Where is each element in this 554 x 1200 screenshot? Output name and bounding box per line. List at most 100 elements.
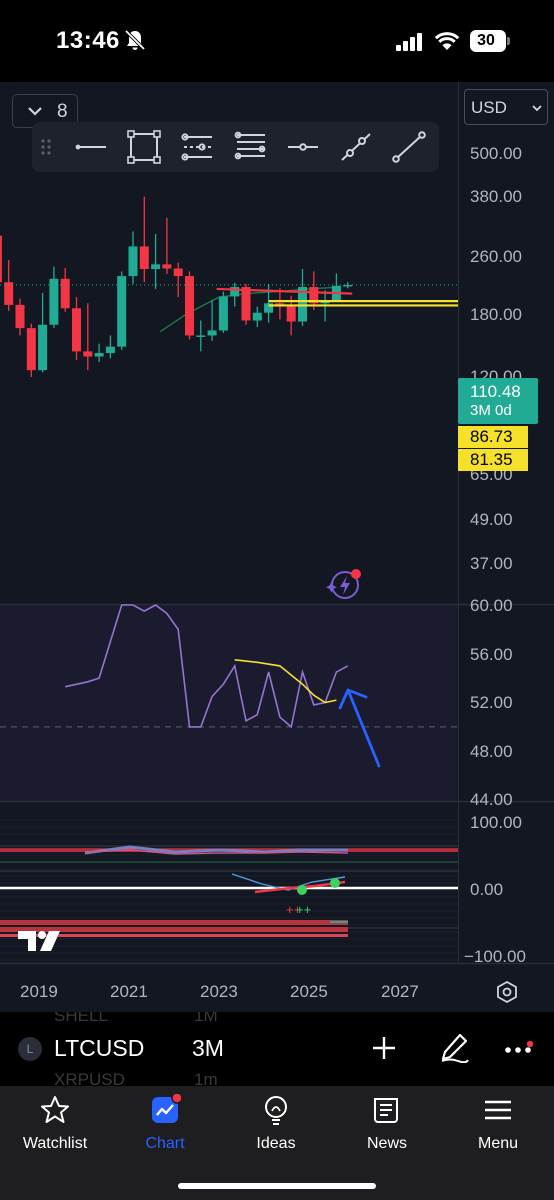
ghost-symbol-above: SHELL [54,1012,108,1025]
tab-watchlist[interactable]: Watchlist [5,1092,105,1162]
tab-bar: Watchlist Chart Ideas News Menu [0,1086,554,1200]
status-time: 13:46 [56,27,120,54]
candle-body [49,278,59,325]
status-bar: 13:46 30 [0,0,554,82]
trend-angle-icon [341,133,371,161]
rsi-axis-label: 52.00 [470,693,513,712]
parallel-channel-icon [181,133,212,161]
time-axis-label: 2025 [290,982,328,1001]
oscillator-band [0,934,348,937]
price-axis-label: 180.00 [470,305,522,324]
horizontal-line-tool[interactable] [72,129,110,165]
tradingview-logo-icon [18,931,60,951]
price-axis-label: 260.00 [470,247,522,266]
chevron-down-icon [532,105,542,112]
symbol-selector[interactable]: LTCUSD [54,1035,145,1061]
tab-ideas[interactable]: Ideas [226,1092,326,1162]
battery-level: 30 [477,32,495,49]
price-axis-label: 500.00 [470,144,522,163]
candle-body [241,287,251,321]
tab-label: Menu [477,1135,519,1152]
level-tag-lower: 81.35 [458,449,528,471]
rsi-pane [0,605,458,801]
price-axis-label: 380.00 [470,187,522,206]
currency-label: USD [471,98,507,117]
oscillator-line [84,845,348,855]
oscillator-axis-label: 100.00 [470,813,522,832]
plus-icon[interactable] [370,1034,398,1062]
pen-icon[interactable] [438,1031,470,1063]
tab-label: Ideas [256,1135,296,1152]
candle-body [117,276,127,347]
currency-select[interactable]: USD [464,89,548,125]
candle-body [343,284,353,287]
chart-canvas[interactable]: ++++ [0,82,554,1012]
indicator-count: 8 [57,101,68,122]
battery-icon: 30 [470,30,506,52]
star-icon [41,1096,69,1123]
candle-body [230,287,240,297]
fib-retracement-icon [234,131,266,160]
time-axis-label: 2021 [110,982,148,1001]
chart-area[interactable]: ++ ++ [0,82,554,1012]
fib-retracement-tool[interactable] [231,129,269,165]
cross-dot [297,885,307,895]
candle-body [196,335,206,337]
candle-body [128,246,138,277]
price-axis-label: 49.00 [470,510,513,529]
chevron-down-icon [28,107,42,116]
hamburger-icon [485,1100,511,1120]
cross-dot [330,878,340,888]
horizontal-ray-tool[interactable] [284,129,322,165]
oscillator-axis-label: 0.00 [470,880,504,899]
tab-menu[interactable]: Menu [448,1092,548,1162]
trend-line [216,287,353,295]
ghost-interval-below: 1m [194,1070,218,1086]
signal-icon [396,33,422,51]
candle-body [185,276,194,336]
candle-body [4,282,14,305]
candle-body [60,278,70,309]
drag-handle[interactable] [38,129,76,165]
candle-body [139,246,149,269]
rsi-line [65,604,349,729]
battery-cap [507,37,510,45]
candle-body [15,304,25,329]
chart-icon [152,1094,181,1123]
plus-marker: ++ [286,902,301,917]
candle-body [151,264,161,269]
horizontal-line-icon [75,144,106,150]
tab-news[interactable]: News [337,1092,437,1162]
more-dots-icon[interactable] [504,1038,534,1058]
candle-body [26,328,36,371]
candle-body [38,324,48,371]
trend-line-icon [392,131,426,163]
tab-label: News [366,1135,407,1152]
chart-settings-icon[interactable] [495,980,519,1004]
candle-body [264,303,274,313]
time-axis-label: 2023 [200,982,238,1001]
oscillator-band [0,920,348,925]
level-tag-upper: 86.73 [458,426,528,448]
bar-countdown: 3M 0d [470,402,512,419]
trend-line-tool[interactable] [390,129,428,165]
candle-body [83,351,93,357]
time-axis-label: 2019 [20,982,58,1001]
last-price-tag: 110.48 3M 0d [458,378,538,424]
time-axis-label: 2027 [381,982,419,1001]
trend-angle-tool[interactable] [337,129,375,165]
last-price: 110.48 [470,382,521,401]
rsi-axis-label: 56.00 [470,645,513,664]
candle-body [309,287,319,304]
tab-chart[interactable]: Chart [115,1092,215,1162]
candle-body [286,306,296,322]
interval-selector[interactable]: 3M [192,1035,224,1061]
candle-body [72,308,81,352]
candle-body [298,287,307,322]
candle-body [0,235,2,283]
parallel-channel-tool[interactable] [178,129,216,165]
price-axis-label: 37.00 [470,554,513,573]
assistant-sparkle-icon[interactable] [326,568,364,602]
rectangle-tool[interactable] [125,129,163,165]
symbol-logo: L [18,1037,42,1061]
